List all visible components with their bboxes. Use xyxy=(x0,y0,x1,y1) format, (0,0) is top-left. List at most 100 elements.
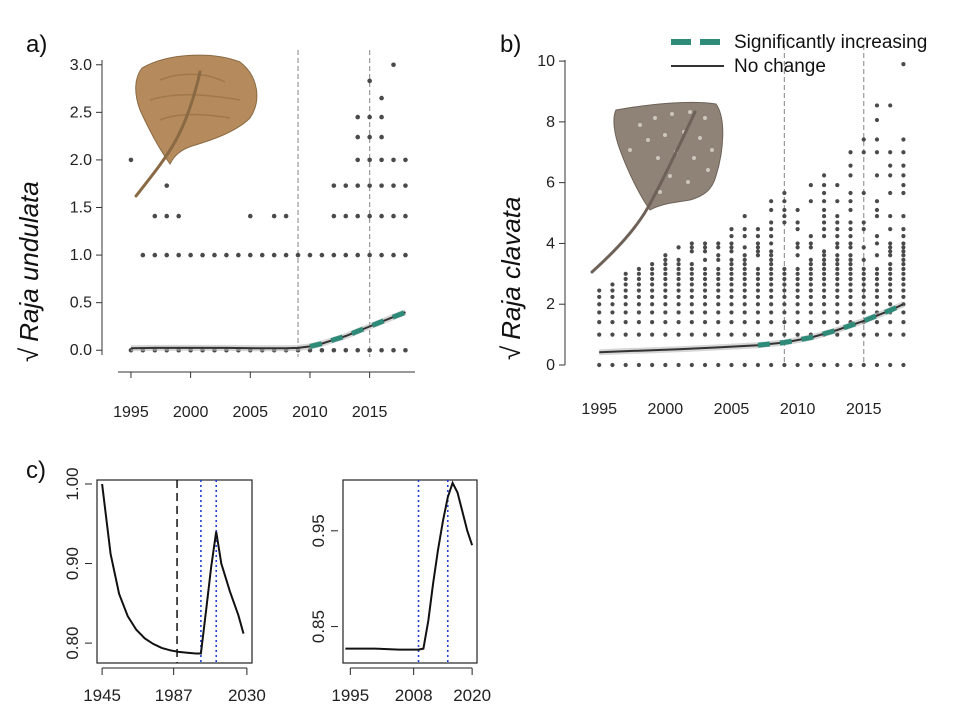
point-b-58 xyxy=(663,266,668,272)
point-b-40 xyxy=(650,302,655,307)
point-b-365 xyxy=(888,276,893,282)
point-b-31 xyxy=(636,288,642,293)
point-a-59 xyxy=(367,183,372,188)
point-b-156 xyxy=(742,213,747,219)
point-b-76 xyxy=(689,362,694,368)
thornback-ray-tail xyxy=(590,110,697,274)
point-b-250 xyxy=(821,302,827,307)
point-a-36 xyxy=(295,252,301,258)
ytick-label-a-5: 2.5 xyxy=(70,104,92,121)
point-b-216 xyxy=(795,294,800,300)
point-a-56 xyxy=(367,347,372,353)
point-b-20 xyxy=(623,294,628,300)
point-a-48 xyxy=(343,183,349,188)
point-b-219 xyxy=(795,276,800,282)
point-a-76 xyxy=(391,157,396,163)
point-b-117 xyxy=(716,257,721,262)
ytick-label-c2-1: 0.95 xyxy=(309,514,328,547)
point-b-182 xyxy=(769,276,774,282)
point-b-39 xyxy=(650,310,655,315)
point-a-44 xyxy=(331,183,337,188)
point-b-24 xyxy=(623,271,628,276)
point-b-232 xyxy=(808,302,813,307)
point-b-227 xyxy=(795,207,800,213)
point-a-42 xyxy=(331,252,337,258)
point-b-67 xyxy=(676,294,681,300)
point-b-214 xyxy=(795,310,800,315)
point-b-197 xyxy=(782,320,787,325)
point-b-308 xyxy=(848,234,853,239)
ytick-label-a-0: 0.0 xyxy=(70,342,92,359)
ytick-label-b-5: 10 xyxy=(537,53,555,70)
point-b-172 xyxy=(755,234,761,239)
point-a-47 xyxy=(343,213,349,219)
point-b-253 xyxy=(821,282,827,287)
point-b-203 xyxy=(782,276,787,282)
point-b-98 xyxy=(702,282,708,287)
point-b-403 xyxy=(901,163,906,168)
point-b-235 xyxy=(808,282,813,287)
point-b-332 xyxy=(861,190,866,196)
point-b-48 xyxy=(663,362,668,368)
point-b-210 xyxy=(782,190,787,196)
point-b-259 xyxy=(821,253,827,258)
point-b-309 xyxy=(848,227,853,232)
point-b-173 xyxy=(755,227,761,232)
point-b-144 xyxy=(742,294,747,300)
point-b-378 xyxy=(888,150,893,155)
point-a-43 xyxy=(331,213,337,219)
point-b-29 xyxy=(636,302,642,307)
point-b-305 xyxy=(848,253,853,258)
point-b-11 xyxy=(610,302,615,307)
panel-b: b) √ Raja clavata 0 2 4 6 8 10 1995 2000 2005 2010… xyxy=(496,31,927,418)
point-b-230 xyxy=(808,320,813,325)
ytick-label-a-3: 1.5 xyxy=(70,200,92,217)
point-b-302 xyxy=(848,266,853,272)
point-b-100 xyxy=(702,271,708,276)
point-b-33 xyxy=(636,276,642,282)
point-b-184 xyxy=(769,266,774,272)
point-b-110 xyxy=(716,302,721,307)
point-b-248 xyxy=(821,320,827,325)
point-b-55 xyxy=(663,282,668,287)
point-a-3 xyxy=(140,252,146,258)
point-b-254 xyxy=(821,276,827,282)
ylabel-b-text: Raja clavata xyxy=(496,197,526,340)
sqrt-symbol-a: √ xyxy=(14,347,44,362)
point-b-181 xyxy=(769,282,774,287)
point-b-92 xyxy=(702,332,708,337)
point-b-394 xyxy=(901,249,906,254)
plot-c2: 0.85 0.95 1995 2008 2020 xyxy=(309,480,491,705)
series-line-c1 xyxy=(101,483,245,655)
panel-label-b: b) xyxy=(500,31,521,58)
point-b-392 xyxy=(901,257,906,262)
point-b-207 xyxy=(782,213,787,219)
point-b-221 xyxy=(795,266,800,272)
point-a-10 xyxy=(164,183,170,188)
point-b-199 xyxy=(782,302,787,307)
point-b-80 xyxy=(689,302,694,307)
point-b-362 xyxy=(888,294,893,300)
point-a-41 xyxy=(331,347,337,353)
point-b-385 xyxy=(901,294,906,300)
point-a-64 xyxy=(379,347,384,353)
point-b-200 xyxy=(782,294,787,300)
point-b-347 xyxy=(874,241,880,246)
point-b-291 xyxy=(835,182,840,188)
point-b-237 xyxy=(808,271,813,276)
trend-band-a xyxy=(130,309,407,352)
point-b-41 xyxy=(650,294,655,300)
point-b-44 xyxy=(650,276,655,282)
point-a-8 xyxy=(164,252,170,258)
point-b-377 xyxy=(888,163,893,168)
point-b-300 xyxy=(848,276,853,282)
point-b-174 xyxy=(769,362,774,368)
point-b-222 xyxy=(795,253,800,258)
point-b-217 xyxy=(795,288,800,293)
point-b-177 xyxy=(769,310,774,315)
point-b-262 xyxy=(821,227,827,232)
point-b-341 xyxy=(874,288,880,293)
undulate-ray-photo xyxy=(134,54,258,198)
point-b-25 xyxy=(636,362,642,368)
xtick-label-c2-2: 2020 xyxy=(453,686,491,705)
